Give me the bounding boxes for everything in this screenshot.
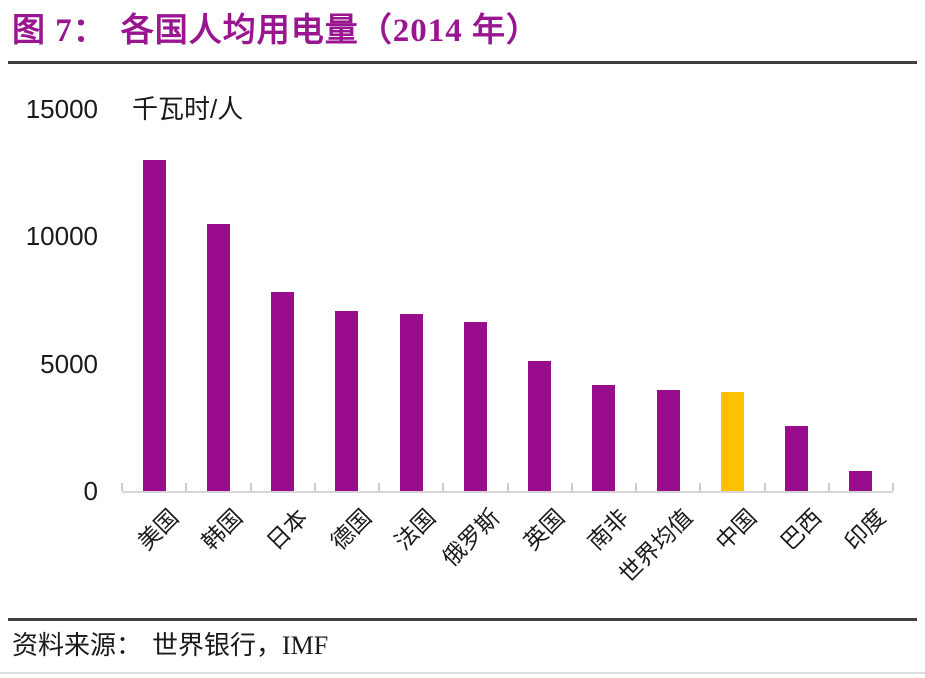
y-tick-label: 15000 bbox=[25, 94, 98, 124]
y-tick-label: 10000 bbox=[25, 221, 98, 252]
x-axis-tick bbox=[442, 483, 445, 491]
bar-10 bbox=[721, 392, 744, 491]
bar-5 bbox=[400, 314, 423, 491]
x-axis-tick bbox=[635, 483, 637, 491]
page-bottom-border bbox=[0, 672, 925, 674]
bar-2 bbox=[207, 224, 230, 491]
source-line: 资料来源： 世界银行，IMF bbox=[12, 628, 328, 664]
x-label-11: 巴西 bbox=[775, 504, 827, 555]
figure-title: 图 7： 各国人均用电量（2014 年） bbox=[12, 9, 540, 53]
source-label: 资料来源： bbox=[12, 631, 143, 660]
x-label-1: 美国 bbox=[132, 504, 184, 555]
bar-9 bbox=[657, 390, 680, 491]
x-axis-tick bbox=[699, 483, 702, 491]
x-label-12: 印度 bbox=[839, 504, 891, 555]
bar-12 bbox=[849, 471, 872, 491]
x-axis-tick bbox=[378, 483, 380, 491]
y-axis-unit-label: 千瓦时/人 bbox=[132, 94, 244, 124]
title-divider bbox=[8, 61, 917, 64]
x-label-3: 日本 bbox=[261, 504, 313, 555]
bar-7 bbox=[528, 361, 551, 491]
y-tick-label: 5000 bbox=[40, 348, 98, 379]
bar-1 bbox=[143, 160, 166, 491]
x-axis-tick bbox=[185, 483, 188, 491]
x-axis-tick bbox=[506, 483, 509, 491]
x-axis-tick bbox=[892, 483, 894, 491]
x-label-8: 南非 bbox=[582, 504, 634, 555]
bar-6 bbox=[464, 322, 487, 491]
y-tick-label: 0 bbox=[83, 476, 98, 506]
source-text: 世界银行，IMF bbox=[152, 631, 329, 660]
x-label-2: 韩国 bbox=[196, 504, 248, 555]
x-axis-tick bbox=[249, 483, 252, 491]
bar-8 bbox=[592, 385, 615, 491]
x-axis-tick bbox=[121, 483, 123, 491]
x-axis-tick bbox=[763, 483, 766, 491]
bar-3 bbox=[271, 292, 294, 491]
x-axis-line bbox=[122, 491, 893, 493]
x-axis-tick bbox=[827, 483, 830, 491]
bar-4 bbox=[335, 311, 358, 491]
bar-11 bbox=[785, 426, 808, 491]
bar-chart: 千瓦时/人 0 5000 10000 15000 美国 韩国 日本 德国 法国 俄罗斯 英国 南非 世界… bbox=[0, 70, 925, 615]
x-label-7: 英国 bbox=[518, 504, 570, 555]
x-label-6: 俄罗斯 bbox=[437, 504, 505, 572]
source-divider bbox=[8, 618, 917, 621]
figure-title-text: 各国人均用电量（2014 年） bbox=[120, 13, 540, 49]
x-label-5: 法国 bbox=[389, 504, 441, 555]
x-axis-tick bbox=[313, 483, 316, 491]
x-label-10: 中国 bbox=[710, 504, 762, 555]
x-axis-tick bbox=[570, 483, 573, 491]
figure-number-label: 图 7： bbox=[12, 13, 107, 49]
x-label-4: 德国 bbox=[325, 504, 377, 555]
